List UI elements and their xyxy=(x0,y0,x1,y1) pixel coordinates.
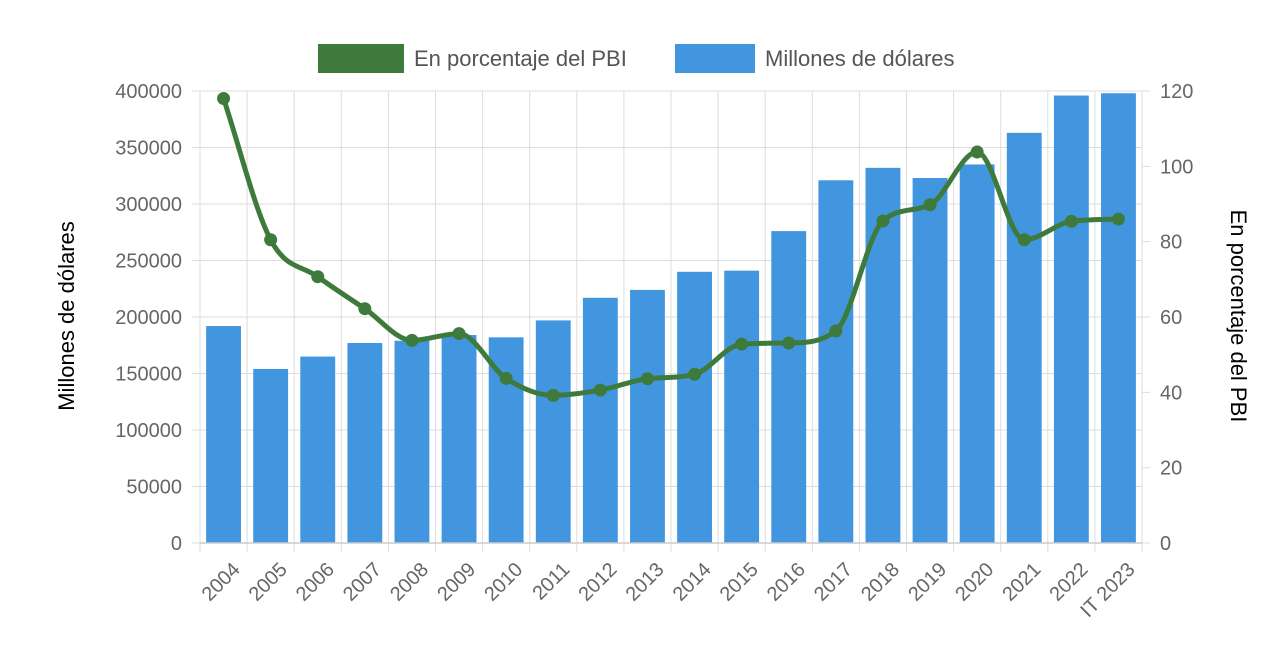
bar-2016 xyxy=(771,231,807,543)
pbi-point-2020 xyxy=(970,145,984,159)
y-left-tick-label: 50000 xyxy=(126,477,182,499)
pbi-point-2007 xyxy=(358,302,372,316)
pbi-point-2012 xyxy=(593,383,607,397)
pbi-point-2022 xyxy=(1064,214,1078,228)
pbi-point-2004 xyxy=(217,92,231,106)
y-right-tick-label: 120 xyxy=(1160,81,1193,103)
legend-swatch-pbi[interactable] xyxy=(318,44,404,73)
x-tick-label: 2009 xyxy=(433,559,480,606)
y-axis-right-title: En porcentaje del PBI xyxy=(1226,210,1251,423)
x-tick-label: 2008 xyxy=(386,559,433,606)
pbi-point-2018 xyxy=(876,214,890,228)
pbi-point-2017 xyxy=(829,324,843,338)
bar-2011 xyxy=(535,320,571,543)
legend-swatch-usd[interactable] xyxy=(675,44,755,73)
y-right-tick-label: 20 xyxy=(1160,458,1182,480)
legend-label-pbi[interactable]: En porcentaje del PBI xyxy=(414,46,627,71)
y-left-tick-label: 100000 xyxy=(115,420,182,442)
y-left-tick-label: 350000 xyxy=(115,138,182,160)
bar-2005 xyxy=(253,368,289,543)
x-tick-label: 2014 xyxy=(669,559,716,606)
pbi-point-2008 xyxy=(405,333,419,347)
x-tick-label: 2011 xyxy=(528,559,574,605)
x-tick-label: 2021 xyxy=(998,559,1045,606)
bar-2014 xyxy=(677,271,712,543)
y-left-tick-label: 400000 xyxy=(115,81,182,103)
bar-2007 xyxy=(347,342,383,543)
bar-2018 xyxy=(865,167,901,543)
x-tick-label: 2004 xyxy=(198,559,245,606)
legend-label-usd[interactable]: Millones de dólares xyxy=(765,46,955,71)
bar-it-2023 xyxy=(1101,93,1136,543)
pbi-point-2010 xyxy=(499,371,513,385)
bar-2020 xyxy=(959,164,995,543)
bar-2021 xyxy=(1006,132,1042,543)
x-tick-label: 2012 xyxy=(574,559,621,606)
x-tick-label: 2017 xyxy=(810,559,857,606)
legend[interactable]: En porcentaje del PBI Millones de dólare… xyxy=(318,44,955,73)
y-left-tick-label: 150000 xyxy=(115,364,182,386)
x-tick-label: 2013 xyxy=(622,559,669,606)
x-tick-label: 2018 xyxy=(857,559,904,606)
bar-2013 xyxy=(630,289,665,543)
x-tick-label: 2007 xyxy=(339,559,386,606)
y-axis-left-title: Millones de dólares xyxy=(54,221,79,411)
bar-2009 xyxy=(441,335,477,543)
y-left-tick-label: 300000 xyxy=(115,194,182,216)
pbi-point-2009 xyxy=(452,327,466,341)
y-right-tick-label: 60 xyxy=(1160,307,1182,329)
bar-2015 xyxy=(724,270,760,543)
bar-2019 xyxy=(912,178,948,543)
line-series xyxy=(217,92,1125,402)
pbi-point-2015 xyxy=(735,337,749,351)
pbi-point-2006 xyxy=(311,270,325,284)
x-tick-label: 2019 xyxy=(904,559,951,606)
x-tick-label: 2016 xyxy=(763,559,810,606)
bar-2008 xyxy=(394,340,430,543)
pbi-point-2021 xyxy=(1017,233,1031,247)
x-tick-label: 2015 xyxy=(716,559,763,606)
bar-2017 xyxy=(818,180,854,543)
grid-lines xyxy=(199,90,1143,544)
y-right-tick-label: 80 xyxy=(1160,232,1182,254)
y-right-tick-label: 40 xyxy=(1160,382,1182,404)
pbi-point-2005 xyxy=(264,233,278,247)
bar-2010 xyxy=(488,337,524,543)
x-tick-label: 2010 xyxy=(480,559,527,606)
bar-series xyxy=(206,93,1136,544)
y-right-tick-label: 0 xyxy=(1160,533,1171,555)
pbi-point-2016 xyxy=(782,336,796,350)
pbi-point-2014 xyxy=(688,367,702,381)
x-tick-label: 2005 xyxy=(245,559,292,606)
bar-2012 xyxy=(582,297,618,543)
y-left-tick-label: 200000 xyxy=(115,307,182,329)
pbi-point-it-2023 xyxy=(1111,212,1125,226)
pbi-point-2011 xyxy=(546,388,560,402)
x-tick-label: 2020 xyxy=(951,559,998,606)
y-left-tick-label: 250000 xyxy=(115,251,182,273)
y-right-tick-label: 100 xyxy=(1160,156,1193,178)
pbi-point-2019 xyxy=(923,198,937,212)
bar-2006 xyxy=(300,356,336,543)
y-left-tick-label: 0 xyxy=(171,533,182,555)
pbi-point-2013 xyxy=(640,372,654,386)
x-tick-label: 2006 xyxy=(292,559,339,606)
bar-2022 xyxy=(1053,95,1089,544)
bar-2004 xyxy=(206,326,241,543)
